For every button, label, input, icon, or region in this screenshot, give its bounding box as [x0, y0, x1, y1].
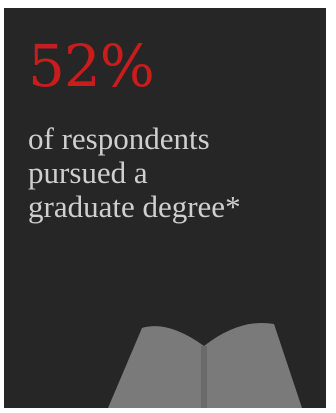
book-spine	[201, 346, 207, 408]
stat-description-line: pursued a	[28, 155, 148, 190]
book-right-page	[204, 322, 302, 408]
open-book-icon	[108, 316, 308, 408]
stat-card: 52% of respondents pursued a graduate de…	[4, 8, 326, 408]
book-left-page	[108, 326, 204, 408]
stat-description-line: graduate degree*	[28, 189, 241, 224]
stat-description-line: of respondents	[28, 121, 210, 156]
stat-value: 52%	[28, 32, 155, 100]
stat-description: of respondents pursued a graduate degree…	[28, 122, 324, 224]
